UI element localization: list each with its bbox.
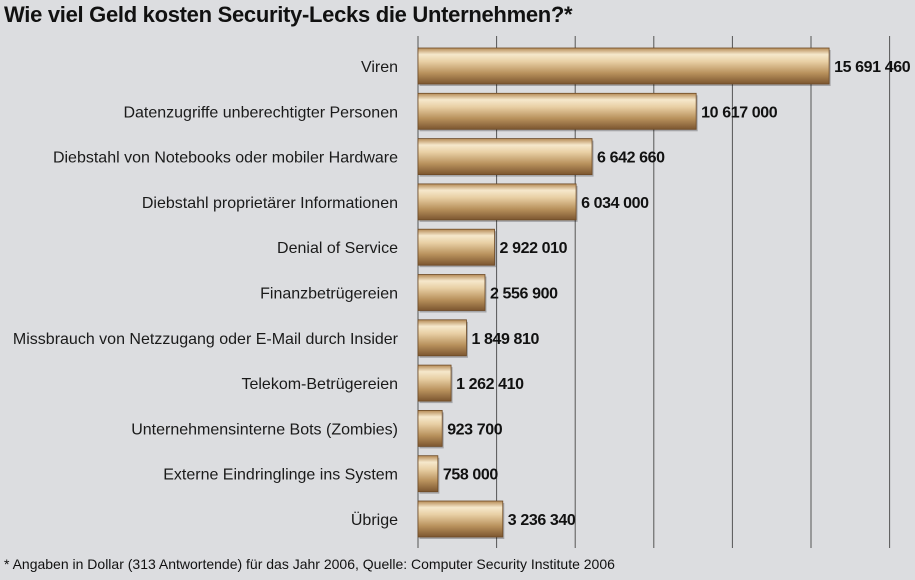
bar — [417, 409, 443, 447]
bar — [417, 92, 697, 130]
category-label: Externe Eindringlinge ins System — [163, 467, 398, 484]
bar — [417, 47, 830, 85]
bar — [417, 319, 467, 357]
value-label: 1 849 810 — [471, 331, 539, 348]
category-label: Telekom-Betrügereien — [241, 376, 398, 393]
bar — [417, 500, 504, 538]
category-label: Diebstahl von Notebooks oder mobiler Har… — [53, 150, 398, 167]
value-label: 1 262 410 — [456, 376, 524, 393]
category-label: Finanzbetrügereien — [260, 286, 398, 303]
bar — [417, 183, 577, 221]
bar — [417, 138, 593, 176]
category-label: Denial of Service — [277, 240, 398, 257]
value-label: 15 691 460 — [834, 59, 911, 76]
chart-title: Wie viel Geld kosten Security-Lecks die … — [4, 2, 573, 27]
bar — [417, 455, 439, 493]
value-label: 3 236 340 — [508, 512, 576, 529]
value-labels: 15 691 460 10 617 000 6 642 660 6 034 000 2 … — [443, 59, 911, 529]
category-label: Missbrauch von Netzzugang oder E-Mail du… — [13, 331, 399, 348]
value-label: 2 556 900 — [490, 286, 558, 303]
category-labels: Viren Datenzugriffe unberechtigter Person… — [13, 59, 399, 529]
value-label: 6 034 000 — [581, 195, 649, 212]
value-label: 758 000 — [443, 467, 499, 484]
category-label: Unternehmensinterne Bots (Zombies) — [131, 421, 398, 438]
category-label: Viren — [361, 59, 398, 76]
bar — [417, 228, 495, 266]
value-label: 923 700 — [447, 421, 503, 438]
value-label: 2 922 010 — [500, 240, 568, 257]
footnote: * Angaben in Dollar (313 Antwortende) fü… — [4, 556, 615, 572]
bar — [417, 274, 486, 311]
bars — [417, 47, 831, 539]
bar — [417, 364, 452, 402]
category-label: Übrige — [351, 511, 398, 529]
value-label: 6 642 660 — [597, 150, 665, 167]
category-label: Datenzugriffe unberechtigter Personen — [123, 104, 398, 121]
category-label: Diebstahl proprietärer Informationen — [142, 195, 398, 212]
value-label: 10 617 000 — [701, 104, 778, 121]
